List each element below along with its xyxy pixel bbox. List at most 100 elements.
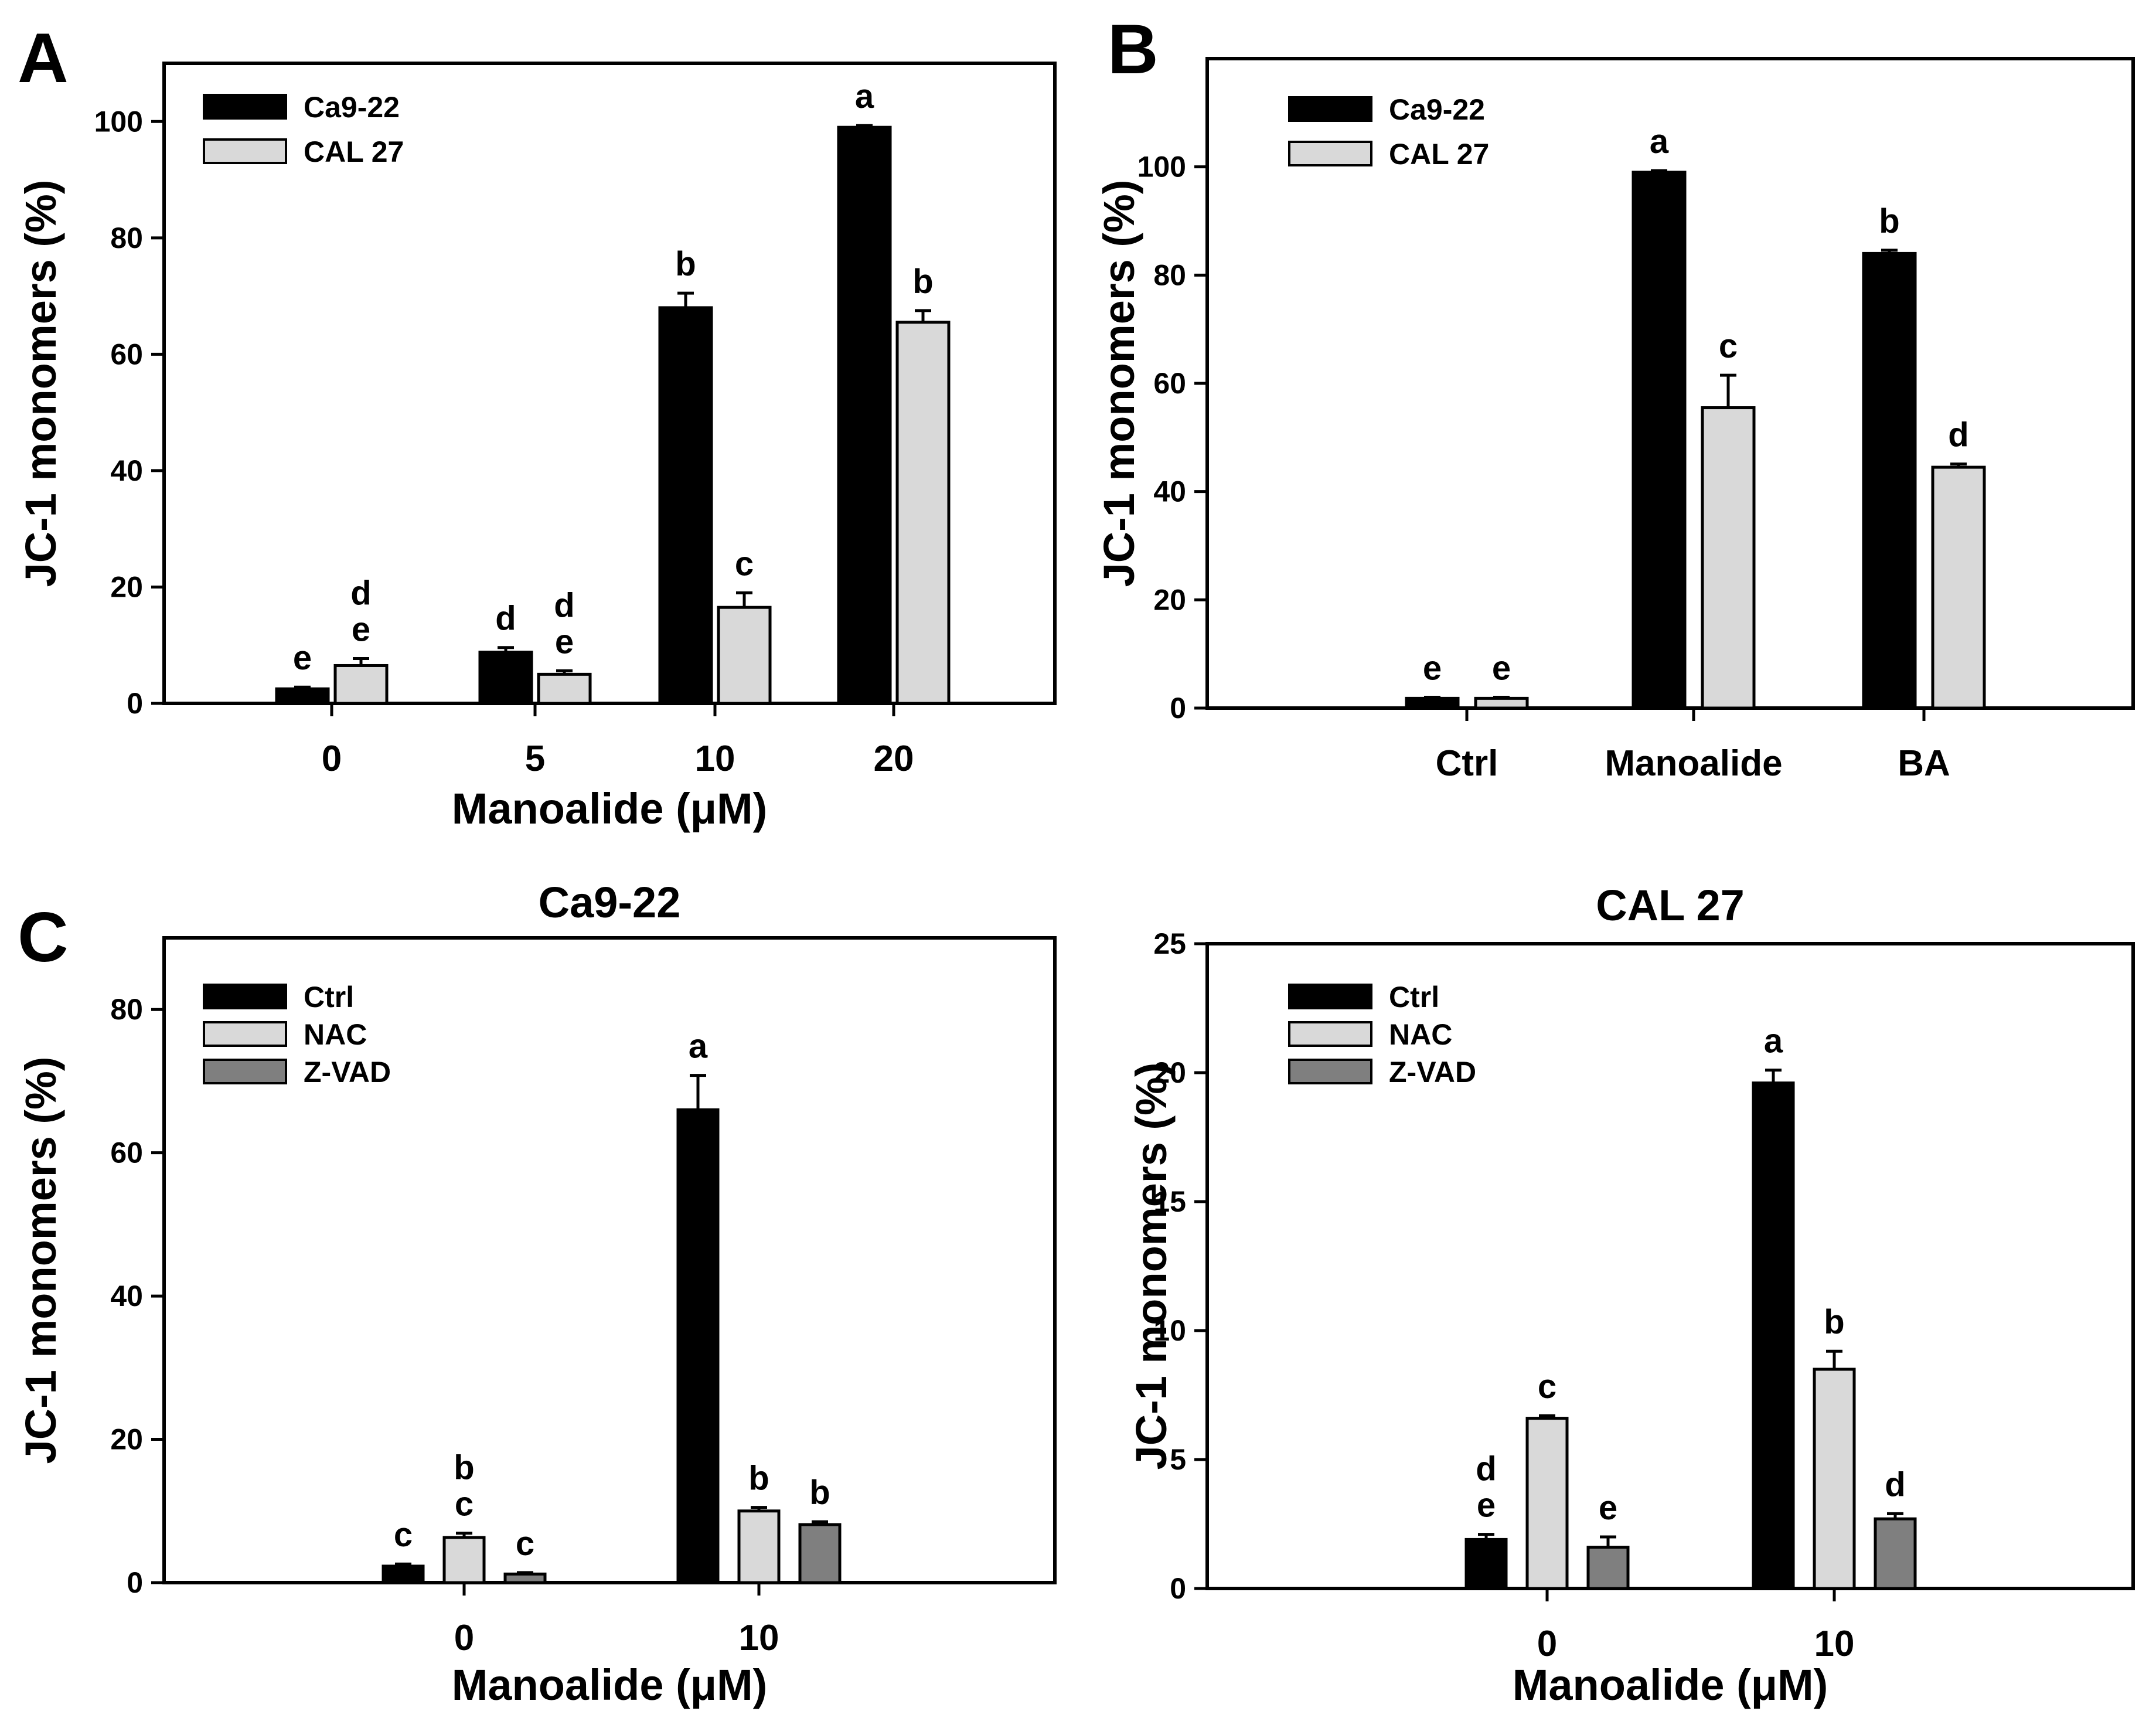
bar [442,1536,486,1584]
bar [658,306,713,705]
bar [1862,251,1917,710]
y-tick-label: 40 [1153,475,1186,508]
significance-label: c [1538,1368,1556,1406]
y-tick-label: 0 [127,687,143,720]
x-tick-label: 10 [695,739,735,779]
bar [1813,1368,1856,1590]
legend-swatch [1288,1059,1372,1084]
bar [1525,1417,1569,1590]
x-tick-label: BA [1898,743,1950,784]
legend-label: NAC [304,1018,367,1051]
y-tick-label: 20 [1153,583,1186,616]
significance-label: b [912,263,933,301]
legend-label: Ctrl [304,981,354,1013]
y-tick-label: 0 [1170,1572,1186,1605]
legend-swatch [1288,984,1372,1009]
bar [1464,1537,1508,1590]
chart-panel-b: 0 20 40 60 80 100 Ctrl Manoalide BA e a b e c d Ca9-22 C… [1095,57,2135,784]
significance-label: a [689,1028,708,1066]
significance-label: a [855,77,874,115]
significance-label: a [1764,1022,1783,1060]
legend-swatch [203,1021,287,1047]
bar [676,1108,720,1584]
significance-label: c [394,1516,413,1554]
significance-label: d [495,600,516,638]
plot-frame [162,62,1057,705]
significance-label: b [809,1474,830,1512]
bar [478,651,533,705]
legend-swatch [203,984,287,1009]
significance-label: c [1719,327,1738,365]
significance-label: e [1599,1489,1617,1527]
legend-swatch [1288,1021,1372,1047]
plot-frame [1205,942,2135,1590]
significance-label: e [1477,1487,1496,1525]
significance-label: d [350,574,371,613]
y-tick-label: 60 [1153,367,1186,400]
bar [1701,406,1756,710]
x-tick-label: 10 [1814,1624,1855,1664]
significance-label: b [1879,202,1899,240]
x-tick-label: Manoalide [1605,743,1782,784]
legend-swatch [203,138,287,164]
y-tick-label: 80 [1153,258,1186,291]
x-axis-title: Manoalide (μM) [452,1661,768,1709]
significance-label: b [1824,1303,1844,1341]
x-tick-label: 5 [525,739,545,779]
legend-swatch [203,1059,287,1084]
y-axis-title: JC-1 monomers (%) [16,1057,65,1464]
x-tick-label: 0 [1537,1624,1557,1664]
bar [717,606,772,705]
bar [382,1564,425,1584]
legend-label: Z-VAD [304,1056,391,1088]
y-tick-label: 5 [1170,1443,1186,1476]
chart-title: Ca9-22 [539,878,681,927]
y-tick-label: 40 [110,1280,143,1312]
y-tick-label: 100 [94,105,143,138]
significance-label: b [748,1460,769,1498]
y-axis-title: JC-1 monomers (%) [1127,1063,1176,1470]
x-tick-label: 0 [454,1618,474,1658]
legend-label: Ca9-22 [1389,93,1485,126]
legend-swatch [203,94,287,120]
significance-label: d [554,586,574,624]
x-tick-label: Ctrl [1436,743,1498,784]
significance-label: a [1650,123,1669,161]
y-axis-title: JC-1 monomers (%) [1095,180,1143,587]
significance-label: c [455,1485,474,1523]
panel-label-b: B [1108,10,1159,89]
y-tick-label: 25 [1153,927,1186,960]
y-tick-label: 10 [1153,1314,1186,1347]
y-tick-label: 60 [110,338,143,370]
y-tick-label: 20 [110,570,143,603]
bar [1752,1081,1795,1590]
y-axis-title: JC-1 monomers (%) [16,180,65,587]
y-tick-label: 15 [1153,1185,1186,1218]
bar [1405,696,1460,710]
significance-label: d [1948,416,1968,454]
y-tick-label: 80 [110,993,143,1026]
significance-label: d [1476,1450,1496,1488]
y-tick-label: 20 [110,1423,143,1456]
y-tick-label: 60 [110,1137,143,1169]
x-tick-label: 0 [322,739,342,779]
bar [503,1572,547,1584]
significance-label: c [735,545,754,583]
significance-label: e [1492,649,1511,688]
legend-label: Ctrl [1389,981,1439,1013]
x-axis-title: Manoalide (μM) [452,784,768,833]
panel-label-c: C [18,898,69,977]
bar [333,664,389,705]
significance-label: e [293,639,312,677]
significance-label: e [555,623,574,661]
y-tick-label: 80 [110,222,143,254]
bar [1931,465,1986,710]
significance-label: d [1885,1465,1905,1504]
significance-label: b [454,1449,474,1487]
bar [737,1509,781,1584]
y-tick-label: 0 [127,1566,143,1599]
significance-label: c [516,1525,534,1563]
